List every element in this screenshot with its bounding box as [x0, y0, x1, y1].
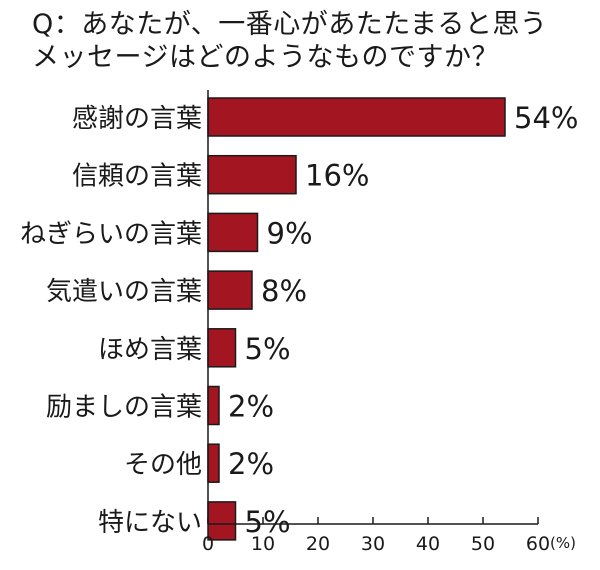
- value-label: 16%: [305, 159, 369, 193]
- value-label: 5%: [245, 505, 291, 539]
- bar: [207, 501, 237, 541]
- bar: [207, 154, 297, 195]
- category-label: 信頼の言葉: [72, 162, 202, 192]
- bar: [207, 385, 220, 426]
- bar: [207, 443, 220, 483]
- value-label: 5%: [245, 332, 291, 366]
- value-label: 2%: [228, 447, 274, 481]
- category-label: 励ましの言葉: [46, 393, 202, 423]
- bar: [207, 270, 253, 310]
- x-tick-label: 10: [251, 533, 275, 555]
- x-unit-label: (%): [550, 534, 576, 552]
- value-label: 2%: [228, 390, 274, 424]
- x-tick-label: 0: [202, 533, 214, 555]
- chart-title-line-1: Q：あなたが、一番心があたたまると思う: [32, 9, 548, 40]
- category-label: 感謝の言葉: [72, 104, 202, 134]
- bar: [207, 97, 506, 137]
- bar: [207, 212, 259, 253]
- x-tick-label: 20: [306, 533, 330, 555]
- x-tick-label: 30: [361, 533, 385, 555]
- value-label: 8%: [261, 274, 307, 308]
- x-tick-label: 50: [471, 533, 495, 555]
- x-tick-label: 40: [416, 533, 440, 555]
- x-tick-label: 60: [526, 533, 550, 555]
- category-label: その他: [124, 450, 202, 480]
- category-label: ねぎらいの言葉: [20, 219, 202, 249]
- category-label: 気遣いの言葉: [46, 277, 202, 307]
- category-label: ほめ言葉: [98, 335, 202, 365]
- chart-title-line-2: メッセージはどのようなものですか？: [32, 42, 499, 73]
- value-label: 54%: [514, 101, 578, 135]
- bar: [207, 328, 237, 368]
- chart-title: Q：あなたが、一番心があたたまると思う メッセージはどのようなものですか？: [32, 8, 592, 74]
- category-label: 特にない: [98, 508, 202, 538]
- value-label: 9%: [267, 216, 313, 250]
